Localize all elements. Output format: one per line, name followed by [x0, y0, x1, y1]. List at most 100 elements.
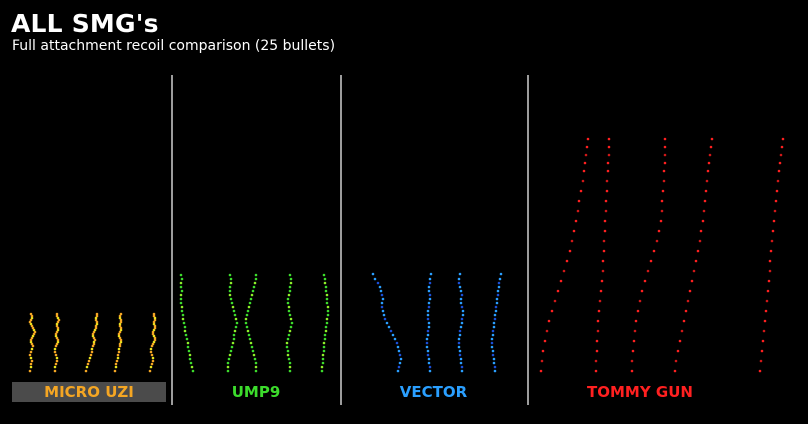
- bullet-point: [396, 345, 400, 349]
- bullet-point: [150, 353, 154, 357]
- bullet-point: [459, 357, 463, 361]
- bullet-point: [603, 229, 607, 233]
- bullet-point: [582, 169, 586, 173]
- bullet-point: [585, 145, 589, 149]
- bullet-point: [428, 281, 432, 285]
- bullet-point: [458, 353, 462, 357]
- bullet-point: [496, 289, 500, 293]
- bullet-point: [598, 299, 602, 303]
- bullet-point: [773, 209, 777, 213]
- bullet-point: [119, 320, 123, 324]
- bullet-point: [288, 289, 292, 293]
- bullet-point: [581, 179, 585, 183]
- bullet-point: [325, 317, 329, 321]
- bullet-point: [184, 333, 188, 337]
- bullet-point: [248, 337, 252, 341]
- bullet-point: [380, 301, 384, 305]
- bullet-point: [709, 145, 713, 149]
- bullet-point: [95, 320, 99, 324]
- label-tommy-gun: TOMMY GUN: [587, 383, 693, 401]
- bullet-point: [254, 365, 258, 369]
- bullet-point: [774, 199, 778, 203]
- bullet-point: [584, 153, 588, 157]
- bullet-point: [92, 340, 96, 344]
- bullet-point: [28, 353, 32, 357]
- bullet-point: [56, 320, 60, 324]
- bullet-point: [708, 153, 712, 157]
- bullet-point: [29, 322, 33, 326]
- bullet-point: [93, 338, 97, 342]
- bullet-point: [427, 357, 431, 361]
- bullet-point: [56, 326, 60, 330]
- bullet-point: [116, 353, 120, 357]
- bullet-point: [185, 337, 189, 341]
- bullet-point: [55, 322, 59, 326]
- bullet-point: [325, 293, 329, 297]
- bullet-point: [118, 314, 122, 318]
- bullet-point: [92, 330, 96, 334]
- bullet-point: [459, 361, 463, 365]
- bullet-point: [493, 369, 497, 373]
- bullet-point: [116, 356, 120, 360]
- bullet-point: [688, 289, 692, 293]
- bullet-point: [254, 361, 258, 365]
- bullet-point: [233, 329, 237, 333]
- bullet-point: [179, 281, 183, 285]
- bullet-point: [426, 317, 430, 321]
- bullet-point: [605, 189, 609, 193]
- bullet-point: [29, 365, 33, 369]
- bullet-point: [33, 330, 37, 334]
- bullet-point: [459, 289, 463, 293]
- bullet-point: [699, 229, 703, 233]
- bullet-point: [706, 169, 710, 173]
- bullet-point: [490, 341, 494, 345]
- bullet-point: [459, 325, 463, 329]
- bullet-point: [95, 314, 99, 318]
- bullet-point: [497, 281, 501, 285]
- bullet-point: [227, 357, 231, 361]
- bullet-point: [686, 299, 690, 303]
- bullet-point: [30, 316, 34, 320]
- bullet-point: [680, 329, 684, 333]
- bullet-point: [228, 285, 232, 289]
- bullet-point: [777, 169, 781, 173]
- bullet-point: [705, 179, 709, 183]
- bullet-point: [153, 316, 157, 320]
- bullet-point: [379, 289, 383, 293]
- bullet-point: [759, 359, 763, 363]
- bullet-point: [684, 309, 688, 313]
- bullet-point: [460, 365, 464, 369]
- bullet-point: [607, 153, 611, 157]
- bullet-point: [602, 249, 606, 253]
- bullet-point: [234, 317, 238, 321]
- bullet-point: [117, 347, 121, 351]
- bullet-point: [492, 325, 496, 329]
- bullet-point: [427, 325, 431, 329]
- bullet-point: [490, 345, 494, 349]
- bullet-point: [182, 321, 186, 325]
- bullet-point: [288, 365, 292, 369]
- bullet-point: [458, 329, 462, 333]
- bullet-point: [56, 338, 60, 342]
- bullet-point: [397, 365, 401, 369]
- bullet-point: [151, 356, 155, 360]
- series-micro-uzi: [28, 312, 157, 373]
- bullet-point: [320, 369, 324, 373]
- bullet-point: [562, 269, 566, 273]
- bullet-point: [230, 345, 234, 349]
- bullet-point: [692, 269, 696, 273]
- bullet-point: [118, 316, 122, 320]
- bullet-point: [781, 137, 785, 141]
- bullet-point: [56, 316, 60, 320]
- bullet-point: [678, 339, 682, 343]
- bullet-point: [596, 329, 600, 333]
- bullet-point: [85, 365, 89, 369]
- bullet-point: [289, 281, 293, 285]
- bullet-point: [458, 272, 462, 276]
- bullet-point: [29, 338, 33, 342]
- bullet-point: [117, 332, 121, 336]
- bullet-point: [151, 359, 155, 363]
- bullet-point: [91, 332, 95, 336]
- bullet-point: [179, 297, 183, 301]
- bullet-point: [249, 341, 253, 345]
